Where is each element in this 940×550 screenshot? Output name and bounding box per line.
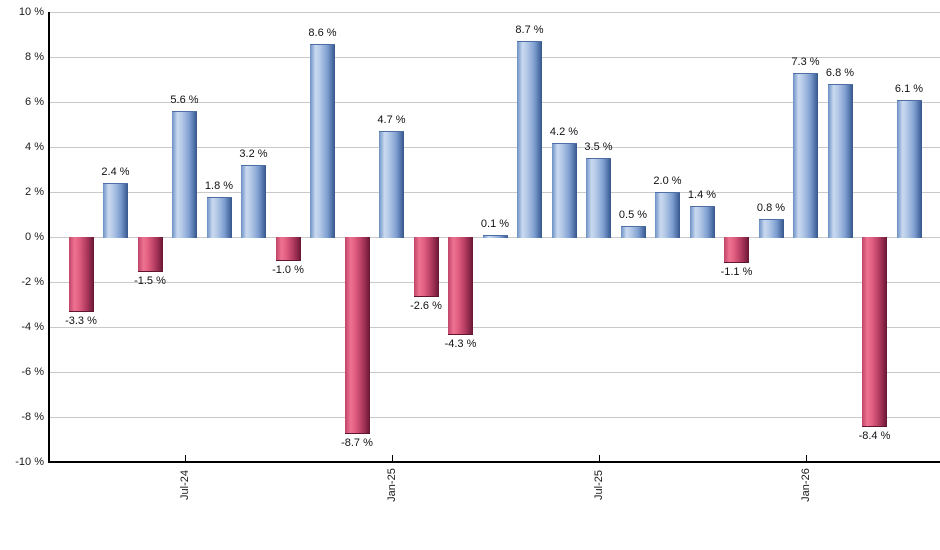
bar-value-label: 2.0 %: [653, 175, 682, 187]
gridline: [50, 282, 940, 283]
y-axis-tick-label: 2 %: [25, 186, 44, 198]
x-axis-line: [48, 461, 940, 463]
bar-value-label: 6.8 %: [825, 67, 855, 79]
bar-value-label: 4.2 %: [549, 125, 579, 138]
y-axis-tick-label: 0 %: [25, 231, 44, 243]
bar-value-label: 8.6 %: [308, 26, 337, 39]
bar: [103, 183, 128, 238]
x-axis-tick-label: Jul-24: [178, 470, 191, 500]
y-axis-tick-label: -2 %: [21, 276, 44, 288]
bar: [275, 237, 301, 261]
bar: [586, 158, 611, 238]
x-axis-tick-label: Jan-25: [385, 468, 398, 502]
bar-value-label: -2.6 %: [410, 299, 442, 312]
bar: [827, 84, 853, 238]
bar: [172, 111, 197, 238]
y-axis-tick-label: -10 %: [15, 456, 44, 468]
bar-value-label: 7.3 %: [791, 55, 820, 68]
gridline: [50, 57, 940, 58]
bar: [413, 237, 439, 297]
y-axis-tick-label: 10 %: [18, 6, 44, 18]
bar: [551, 142, 577, 238]
x-axis-tick: [184, 455, 186, 462]
bar-value-label: 1.8 %: [204, 179, 234, 192]
bar-value-label: -4.3 %: [444, 337, 477, 350]
bar: [482, 234, 508, 238]
bar-value-label: -3.3 %: [65, 315, 97, 328]
y-axis-line: [48, 12, 50, 463]
x-axis-tick: [598, 455, 600, 462]
gridline: [50, 12, 940, 13]
bar-value-label: -8.7 %: [341, 436, 373, 449]
gridline: [50, 102, 940, 103]
x-axis-tick-label: Jul-25: [592, 470, 605, 500]
y-axis-tick-label: 8 %: [25, 51, 44, 63]
bar-value-label: -1.1 %: [720, 265, 753, 278]
bar: [137, 237, 163, 272]
bar-value-label: 3.5 %: [584, 141, 613, 154]
bar: [689, 205, 715, 238]
y-axis-tick-label: -8 %: [21, 411, 44, 423]
bar-value-label: 5.6 %: [170, 94, 199, 106]
bar: [448, 237, 473, 335]
gridline: [50, 417, 940, 418]
bar: [517, 41, 542, 238]
bar: [758, 219, 784, 238]
bar-value-label: 0.5 %: [618, 208, 648, 221]
bar-value-label: -1.5 %: [134, 274, 166, 287]
bar-value-label: -8.4 %: [858, 430, 891, 442]
gridline: [50, 147, 940, 148]
y-axis-tick-label: 4 %: [25, 141, 44, 153]
bar: [310, 43, 335, 238]
bar-value-label: 0.8 %: [756, 202, 786, 214]
bar: [206, 196, 232, 238]
x-axis-tick: [805, 455, 807, 462]
bar: [862, 237, 887, 427]
bar: [724, 237, 749, 263]
bar: [68, 237, 94, 313]
x-axis-tick: [391, 455, 393, 462]
bar: [655, 192, 680, 238]
bar-value-label: 6.1 %: [894, 82, 924, 95]
bar-value-label: -1.0 %: [272, 263, 304, 276]
y-axis-tick-label: -4 %: [21, 321, 44, 333]
bar: [241, 165, 266, 238]
bar: [344, 237, 370, 434]
bar-value-label: 4.7 %: [377, 114, 406, 127]
x-axis-tick-label: Jan-26: [799, 468, 812, 502]
gridline: [50, 327, 940, 328]
bar: [793, 72, 818, 238]
bar-value-label: 8.7 %: [515, 24, 544, 37]
bar: [379, 131, 404, 238]
gridline: [50, 372, 940, 373]
bar: [620, 225, 646, 238]
gridline: [50, 192, 940, 193]
bar-value-label: 1.4 %: [687, 188, 717, 201]
bar-value-label: 2.4 %: [101, 166, 130, 178]
bar: [896, 99, 922, 238]
bar-value-label: 0.1 %: [480, 217, 510, 230]
bar-value-label: 3.2 %: [239, 148, 268, 160]
y-axis-tick-label: -6 %: [21, 366, 44, 378]
y-axis-tick-label: 6 %: [25, 96, 44, 108]
